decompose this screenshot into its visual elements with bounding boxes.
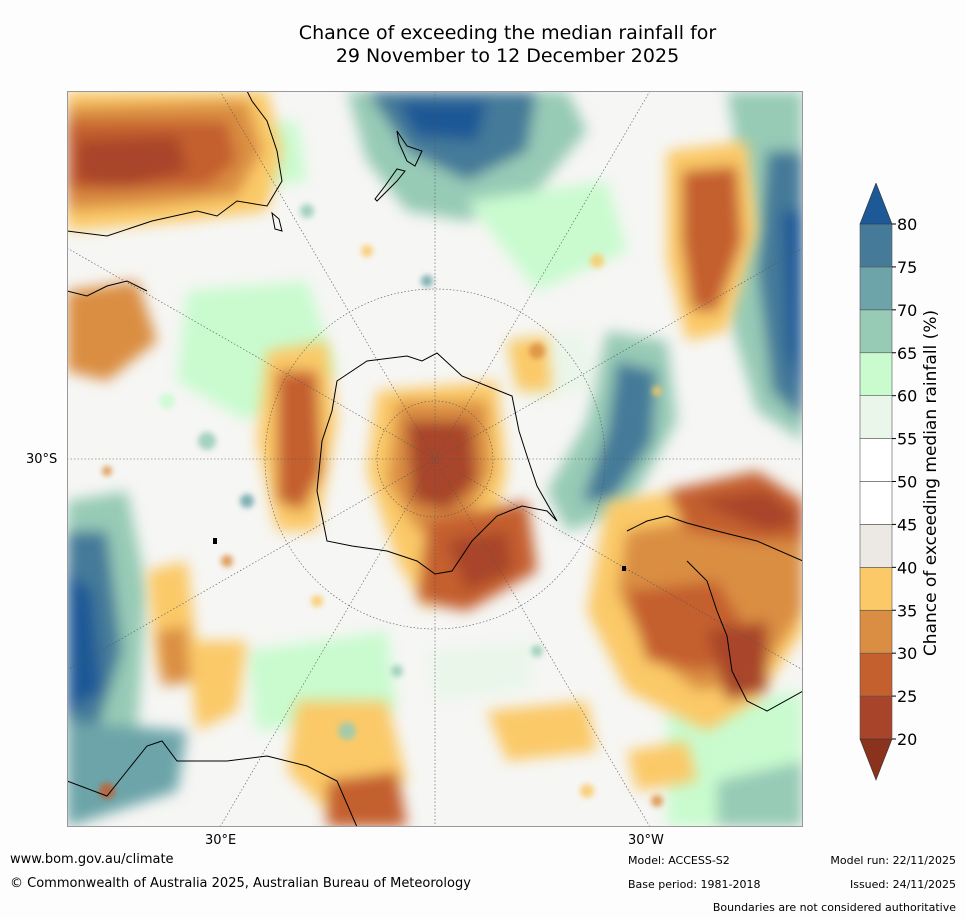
new-zealand-north-coastline <box>396 130 423 167</box>
colorbar-tick-label-55: 55 <box>897 430 917 449</box>
dry-anomaly-regions <box>67 91 803 827</box>
colorbar-bin-70-75 <box>859 266 893 311</box>
africa-coastline <box>67 91 283 237</box>
australia-coastline <box>67 740 358 827</box>
colorbar: 20 25 30 35 40 45 50 55 60 65 70 75 80 <box>858 182 958 783</box>
colorbar-bin-30-35 <box>859 609 893 654</box>
colorbar-tick-label-35: 35 <box>897 601 917 620</box>
colorbar-tick-label-20: 20 <box>897 730 917 749</box>
south-america-coastline <box>626 515 803 562</box>
colorbar-tick-label-60: 60 <box>897 387 917 406</box>
map-title: Chance of exceeding the median rainfall … <box>180 22 835 68</box>
colorbar-tick-label-25: 25 <box>897 687 917 706</box>
footer-copyright: © Commonwealth of Australia 2025, Austra… <box>10 876 471 891</box>
colorbar-bin-50-55 <box>859 438 893 482</box>
south-america-east-coastline <box>686 560 803 712</box>
colorbar-title: Chance of exceeding median rainfall (%) <box>921 309 941 657</box>
colorbar-bin-60-65 <box>859 352 893 396</box>
new-zealand-south-coastline <box>374 168 406 202</box>
colorbar-tick-label-65: 65 <box>897 344 917 363</box>
colorbar-bin-35-40 <box>859 567 893 611</box>
coastlines <box>67 91 803 827</box>
footer-model-run: Model run: 22/11/2025 <box>830 854 956 867</box>
colorbar-graphic: 20 25 30 35 40 45 50 55 60 65 70 75 80 <box>859 182 917 781</box>
graticule <box>67 91 803 827</box>
longitude-label-30e: 30°E <box>205 833 237 848</box>
wet-anomaly-regions <box>67 91 803 827</box>
madagascar-coastline <box>271 211 283 232</box>
rainfall-probability-map <box>67 91 803 827</box>
antarctica-coastline <box>316 352 558 575</box>
colorbar-bin-25-30 <box>859 652 893 697</box>
colorbar-bin-20-25 <box>859 695 893 740</box>
colorbar-tick-label-80: 80 <box>897 215 917 234</box>
speckle-pattern <box>99 204 663 807</box>
map-frame <box>67 91 803 827</box>
colorbar-bin-75-80 <box>859 223 893 268</box>
colorbar-tick-label-75: 75 <box>897 258 917 277</box>
southern-africa-tip-coastline <box>67 280 148 297</box>
latitude-label-30s: 30°S <box>26 452 58 467</box>
colorbar-bin-65-70 <box>859 309 893 354</box>
colorbar-over-arrow <box>859 182 893 225</box>
colorbar-tick-label-70: 70 <box>897 301 917 320</box>
colorbar-bin-40-45 <box>859 524 893 568</box>
footer-model: Model: ACCESS-S2 <box>628 854 730 867</box>
footer-issued: Issued: 24/11/2025 <box>849 878 956 891</box>
map-title-line-1: Chance of exceeding the median rainfall … <box>298 22 717 44</box>
colorbar-tick-label-45: 45 <box>897 515 917 534</box>
colorbar-under-arrow <box>859 738 893 781</box>
footer-website[interactable]: www.bom.gov.au/climate <box>10 852 174 867</box>
colorbar-tick-label-50: 50 <box>897 473 917 492</box>
map-title-line-2: 29 November to 12 December 2025 <box>335 45 680 67</box>
colorbar-bin-45-50 <box>859 481 893 525</box>
longitude-label-30w: 30°W <box>628 833 664 848</box>
colorbar-tick-label-40: 40 <box>897 558 917 577</box>
footer-base-period: Base period: 1981-2018 <box>628 878 761 891</box>
colorbar-tick-label-30: 30 <box>897 644 917 663</box>
colorbar-bin-55-60 <box>859 395 893 439</box>
footer-disclaimer: Boundaries are not considered authoritat… <box>712 901 956 914</box>
islands <box>213 538 626 571</box>
